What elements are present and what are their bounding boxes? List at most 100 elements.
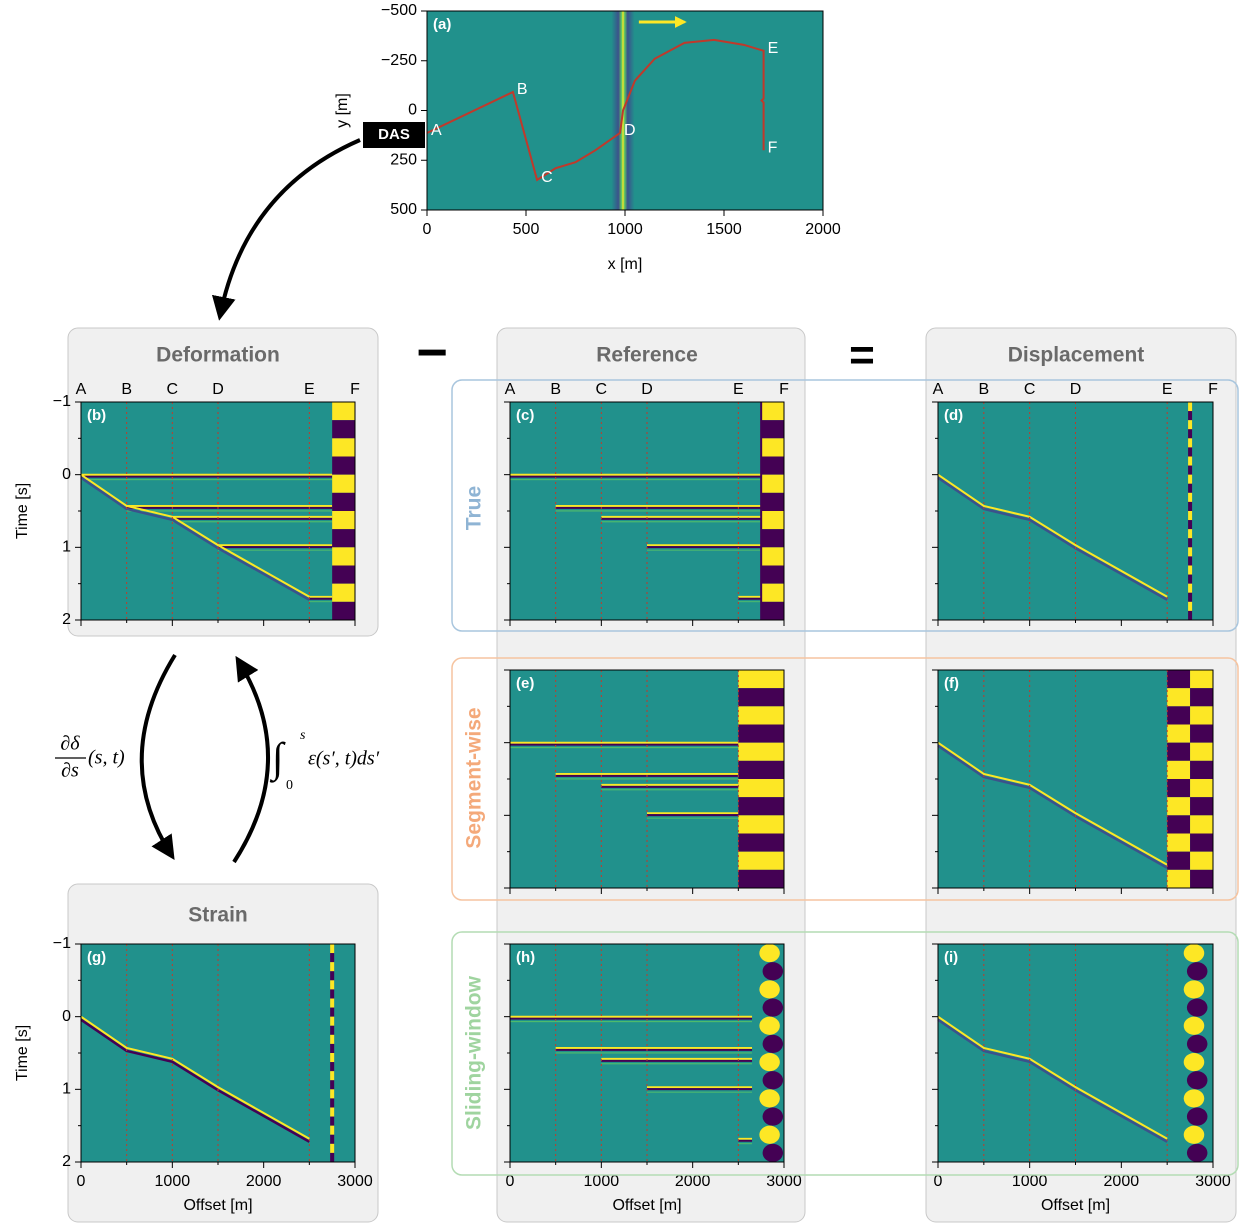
- wave: [1188, 465, 1193, 475]
- x-tick-label: 0: [506, 1173, 515, 1190]
- wave: [330, 1062, 335, 1072]
- eq-upper: s: [300, 728, 306, 743]
- wave: [761, 565, 784, 584]
- wave: [80, 476, 310, 601]
- wave: [1188, 538, 1193, 548]
- wave: [937, 473, 1168, 598]
- marker-label: F: [350, 381, 360, 398]
- row-label: Segment-wise: [463, 707, 486, 848]
- wave: [759, 1016, 780, 1035]
- arrow: [139, 653, 177, 861]
- y-axis-label: y [m]: [334, 93, 351, 128]
- wave: [1167, 688, 1191, 707]
- wave: [1167, 742, 1191, 761]
- wave: [332, 474, 355, 493]
- wave: [738, 797, 784, 816]
- wave: [1190, 815, 1213, 834]
- y-tick-label: 500: [390, 201, 417, 218]
- x-tick-label: 2000: [675, 1173, 711, 1190]
- x-tick-label: 1500: [706, 221, 742, 238]
- wave: [762, 998, 784, 1017]
- panel-label: (a): [433, 16, 451, 33]
- wave: [332, 420, 355, 439]
- wave: [761, 456, 784, 475]
- wave: [330, 1107, 335, 1117]
- x-tick-label: 3000: [1195, 1173, 1231, 1190]
- y-tick-label: 2: [62, 611, 71, 628]
- wave: [761, 420, 784, 439]
- marker-label: B: [978, 381, 989, 398]
- marker-label: E: [733, 381, 744, 398]
- point-label: E: [768, 40, 779, 57]
- x-tick-label: 3000: [766, 1173, 802, 1190]
- wave: [1190, 742, 1213, 761]
- wave: [1167, 851, 1191, 870]
- wave: [1190, 851, 1213, 870]
- wave: [1188, 402, 1193, 412]
- wave: [937, 1018, 1168, 1143]
- wave: [1190, 869, 1213, 888]
- wave: [332, 402, 355, 421]
- wave: [1186, 1143, 1208, 1162]
- wave: [1190, 760, 1213, 779]
- wave: [738, 688, 784, 707]
- wave: [1186, 998, 1208, 1017]
- y-tick-label: −250: [381, 52, 417, 69]
- marker-label: F: [1208, 381, 1218, 398]
- y-tick-label: −1: [53, 935, 71, 952]
- wave: [761, 438, 784, 457]
- x-axis-label: Offset [m]: [183, 1197, 252, 1214]
- eq-lower: 0: [286, 778, 293, 793]
- wave: [1188, 511, 1193, 521]
- x-tick-label: 1000: [1012, 1173, 1048, 1190]
- x-axis-label: Offset [m]: [1041, 1197, 1110, 1214]
- wave: [761, 511, 784, 530]
- wave: [332, 547, 355, 566]
- wave: [332, 601, 355, 620]
- wave: [330, 1016, 335, 1026]
- wave: [937, 476, 1168, 601]
- wave: [1188, 556, 1193, 566]
- wave: [332, 456, 355, 475]
- title: Displacement: [1008, 344, 1145, 367]
- y-axis-label: Time [s]: [14, 483, 31, 539]
- wave: [1188, 610, 1193, 620]
- das-box: [363, 122, 425, 148]
- marker-label: B: [121, 381, 132, 398]
- point-label: F: [768, 140, 778, 157]
- y-tick-label: 0: [408, 102, 417, 119]
- point-label: C: [541, 169, 553, 186]
- x-tick-label: 2000: [246, 1173, 282, 1190]
- wave: [761, 529, 784, 548]
- wave: [762, 1034, 784, 1053]
- x-tick-label: 3000: [337, 1173, 373, 1190]
- wave: [1188, 420, 1193, 430]
- wave: [1183, 1089, 1205, 1108]
- point-label: A: [431, 122, 442, 139]
- point-label: B: [517, 81, 528, 98]
- panel-label: (i): [944, 949, 958, 966]
- y-tick-label: 0: [62, 1008, 71, 1025]
- wave: [330, 998, 335, 1008]
- wave: [937, 741, 1168, 866]
- wave: [1188, 438, 1193, 448]
- y-tick-label: −500: [381, 2, 417, 19]
- wave: [1188, 474, 1193, 484]
- wave: [1188, 547, 1193, 557]
- wave: [332, 492, 355, 511]
- wave: [330, 1080, 335, 1090]
- wave: [762, 1107, 784, 1126]
- x-tick-label: 0: [77, 1173, 86, 1190]
- y-axis-label: Time [s]: [14, 1025, 31, 1081]
- panel-label: (d): [944, 407, 963, 424]
- wave: [1186, 1034, 1208, 1053]
- wave: [1190, 779, 1213, 798]
- wave: [330, 1152, 335, 1162]
- title: Strain: [188, 904, 248, 927]
- wave: [332, 511, 355, 530]
- wave: [937, 1015, 1168, 1140]
- wave: [1188, 565, 1193, 575]
- wave: [80, 473, 310, 598]
- marker-label: C: [596, 381, 608, 398]
